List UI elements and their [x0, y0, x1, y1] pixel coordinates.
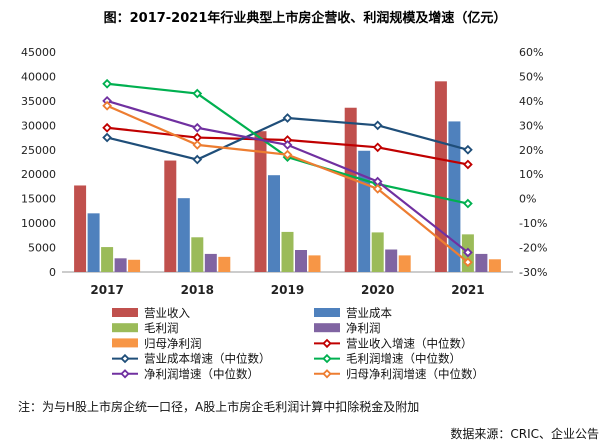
line-point-2-2021	[463, 198, 473, 209]
y-left-tick-label: 10000	[21, 217, 56, 230]
legend-swatch	[314, 308, 340, 317]
line-point-4-2021	[463, 257, 473, 268]
bar-2018-2	[191, 237, 204, 272]
line-point-0-2021	[463, 159, 473, 170]
legend-swatch	[112, 338, 138, 348]
x-tick-label: 2021	[451, 283, 484, 297]
legend-label: 营业成本增速（中位数）	[144, 352, 271, 366]
line-point-4-2020	[372, 184, 383, 194]
line-point-4-2018	[192, 140, 203, 150]
bar-2021-4	[488, 259, 501, 272]
y-left-tick-label: 45000	[21, 46, 56, 59]
bar-series-group	[74, 81, 501, 272]
y-left-tick-label: 25000	[21, 144, 56, 157]
bar-2021-0	[434, 81, 447, 272]
y-left-tick-label: 20000	[21, 168, 56, 181]
line-point-1-2019	[282, 113, 293, 123]
bar-2017-0	[74, 185, 87, 272]
line-point-2-2018	[192, 88, 203, 99]
bar-2019-1	[268, 175, 280, 272]
line-point-1-2018	[192, 154, 203, 165]
line-point-3-2021	[463, 247, 473, 258]
bar-2020-1	[358, 150, 371, 272]
bar-2020-2	[371, 232, 384, 272]
y-left-tick-label: 15000	[21, 193, 56, 206]
bar-2018-4	[218, 256, 231, 272]
footnote: 注：为与H股上市房企统一口径，A股上市房企毛利润计算中扣除税金及附加	[18, 400, 420, 414]
bar-2019-2	[281, 231, 294, 272]
x-axis: 2017 2018 2019 2020 2021	[90, 283, 484, 297]
legend-label: 毛利润	[144, 321, 179, 335]
legend-marker	[322, 338, 332, 349]
legend-label: 净利润增速（中位数）	[144, 367, 259, 381]
bar-2019-3	[295, 250, 307, 272]
bar-2017-1	[87, 213, 100, 272]
y-axis-left: 0 5000 10000 15000 20000 25000 30000 35000 40000…	[21, 46, 56, 279]
line-series-3	[106, 99, 469, 254]
bar-2018-1	[177, 198, 190, 272]
x-tick-label: 2020	[361, 283, 394, 297]
legend-swatch	[112, 308, 138, 317]
bar-2021-1	[448, 121, 461, 272]
bar-2018-0	[164, 160, 177, 272]
y-right-tick-label: 40%	[519, 95, 543, 108]
line-point-4-2017	[102, 100, 112, 111]
y-left-tick-label: 5000	[28, 242, 56, 255]
legend-label: 归母净利润	[144, 336, 202, 350]
legend-label: 营业收入	[144, 306, 190, 320]
chart-title: 图：2017-2021年行业典型上市房企营收、利润规模及增速（亿元）	[104, 10, 507, 26]
y-right-tick-label: 60%	[519, 46, 543, 59]
y-right-tick-label: 30%	[519, 119, 543, 132]
data-source: 数据来源：CRIC、企业公告	[450, 427, 599, 441]
bar-2017-2	[101, 247, 114, 272]
y-right-tick-label: 20%	[519, 144, 543, 157]
legend-swatch	[112, 323, 138, 333]
line-point-1-2020	[372, 120, 383, 131]
y-left-tick-label: 30000	[21, 119, 56, 132]
legend-marker	[322, 369, 332, 379]
y-axis-right: -30% -20% -10% 0% 10% 20% 30% 40% 50% 60%	[519, 46, 547, 279]
bar-2021-3	[475, 253, 488, 272]
legend-marker	[120, 353, 130, 364]
x-tick-label: 2019	[271, 283, 304, 297]
chart: 图：2017-2021年行业典型上市房企营收、利润规模及增速（亿元） 0 5000…	[21, 10, 547, 381]
bar-2017-3	[114, 258, 127, 272]
legend-label: 营业成本	[346, 306, 392, 320]
bar-2020-4	[398, 255, 411, 272]
y-right-tick-label: -30%	[519, 266, 547, 279]
line-point-1-2021	[463, 144, 473, 155]
legend-label: 净利润	[346, 321, 381, 335]
legend-label: 营业收入增速（中位数）	[346, 336, 473, 350]
bar-2019-4	[308, 255, 321, 272]
legend-swatch	[314, 323, 340, 333]
x-tick-label: 2018	[181, 283, 214, 297]
y-left-tick-label: 35000	[21, 95, 56, 108]
line-series-group	[102, 78, 473, 268]
line-point-0-2020	[372, 142, 383, 153]
line-point-3-2019	[282, 140, 293, 150]
legend-label: 归母净利润增速（中位数）	[346, 367, 484, 381]
bar-2019-0	[254, 131, 267, 272]
bar-2017-4	[128, 259, 141, 272]
bar-2020-3	[385, 249, 398, 272]
y-right-tick-label: -20%	[519, 242, 547, 255]
line-point-3-2018	[192, 122, 203, 133]
x-tick-label: 2017	[90, 283, 123, 297]
line-point-2-2017	[102, 78, 112, 89]
line-point-4-2019	[282, 149, 293, 160]
bar-2020-0	[344, 107, 357, 272]
y-right-tick-label: 10%	[519, 168, 543, 181]
legend-label: 毛利润增速（中位数）	[346, 352, 461, 366]
y-right-tick-label: -10%	[519, 217, 547, 230]
y-right-tick-label: 0%	[519, 193, 536, 206]
bar-2018-3	[204, 253, 217, 272]
y-right-tick-label: 50%	[519, 70, 543, 83]
line-point-1-2017	[102, 132, 112, 143]
legend-marker	[322, 353, 332, 364]
y-left-tick-label: 0	[49, 266, 56, 279]
y-left-tick-label: 40000	[21, 70, 56, 83]
legend-marker	[120, 369, 130, 379]
line-point-0-2017	[102, 122, 112, 133]
